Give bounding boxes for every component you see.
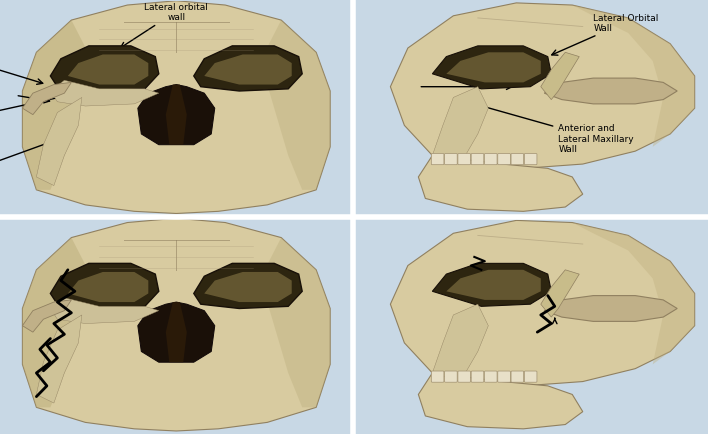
FancyBboxPatch shape	[511, 154, 524, 165]
Polygon shape	[205, 56, 292, 85]
Polygon shape	[194, 47, 302, 92]
Polygon shape	[23, 2, 330, 214]
Polygon shape	[50, 81, 159, 107]
Polygon shape	[23, 21, 92, 191]
Polygon shape	[446, 53, 541, 83]
Polygon shape	[418, 156, 583, 212]
FancyBboxPatch shape	[458, 371, 471, 382]
Polygon shape	[205, 273, 292, 302]
Polygon shape	[36, 315, 82, 403]
Polygon shape	[68, 56, 148, 85]
FancyBboxPatch shape	[458, 154, 471, 165]
Polygon shape	[261, 238, 330, 408]
Polygon shape	[36, 98, 82, 186]
Polygon shape	[418, 373, 583, 429]
FancyBboxPatch shape	[431, 154, 444, 165]
Text: Zygomatic
Arch: Zygomatic Arch	[0, 52, 42, 85]
Text: Lateral orbital
wall: Lateral orbital wall	[120, 3, 208, 49]
Polygon shape	[23, 83, 72, 115]
Polygon shape	[433, 47, 552, 90]
Polygon shape	[572, 6, 695, 148]
FancyBboxPatch shape	[445, 371, 457, 382]
FancyBboxPatch shape	[484, 371, 497, 382]
Polygon shape	[23, 219, 330, 431]
Polygon shape	[572, 223, 695, 365]
Polygon shape	[50, 264, 159, 309]
FancyBboxPatch shape	[472, 154, 484, 165]
FancyBboxPatch shape	[445, 154, 457, 165]
FancyBboxPatch shape	[525, 371, 537, 382]
FancyBboxPatch shape	[431, 371, 444, 382]
Polygon shape	[433, 88, 489, 164]
Polygon shape	[261, 21, 330, 191]
FancyBboxPatch shape	[525, 154, 537, 165]
FancyBboxPatch shape	[511, 371, 524, 382]
Polygon shape	[50, 298, 159, 324]
Polygon shape	[166, 85, 187, 145]
Polygon shape	[544, 79, 677, 105]
Polygon shape	[433, 305, 489, 381]
Polygon shape	[446, 270, 541, 300]
Polygon shape	[390, 4, 695, 169]
Polygon shape	[68, 273, 148, 302]
FancyBboxPatch shape	[472, 371, 484, 382]
Polygon shape	[194, 264, 302, 309]
Polygon shape	[544, 296, 677, 322]
Polygon shape	[541, 270, 579, 317]
FancyBboxPatch shape	[498, 154, 510, 165]
Polygon shape	[541, 53, 579, 100]
Text: Lateral Orbital
Wall: Lateral Orbital Wall	[552, 13, 658, 56]
Polygon shape	[166, 302, 187, 362]
Polygon shape	[23, 238, 92, 408]
FancyBboxPatch shape	[498, 371, 510, 382]
Polygon shape	[390, 221, 695, 386]
Text: Anterior and
Lateral Maxillary
Wall: Anterior and Lateral Maxillary Wall	[479, 105, 634, 154]
Polygon shape	[138, 85, 215, 145]
Polygon shape	[50, 47, 159, 92]
Text: Orbital
Rim: Orbital Rim	[0, 93, 74, 129]
Polygon shape	[23, 300, 72, 332]
Polygon shape	[138, 302, 215, 362]
FancyBboxPatch shape	[484, 154, 497, 165]
Text: Anterior
Maxillary
Wall: Anterior Maxillary Wall	[0, 140, 57, 188]
Polygon shape	[433, 264, 552, 307]
